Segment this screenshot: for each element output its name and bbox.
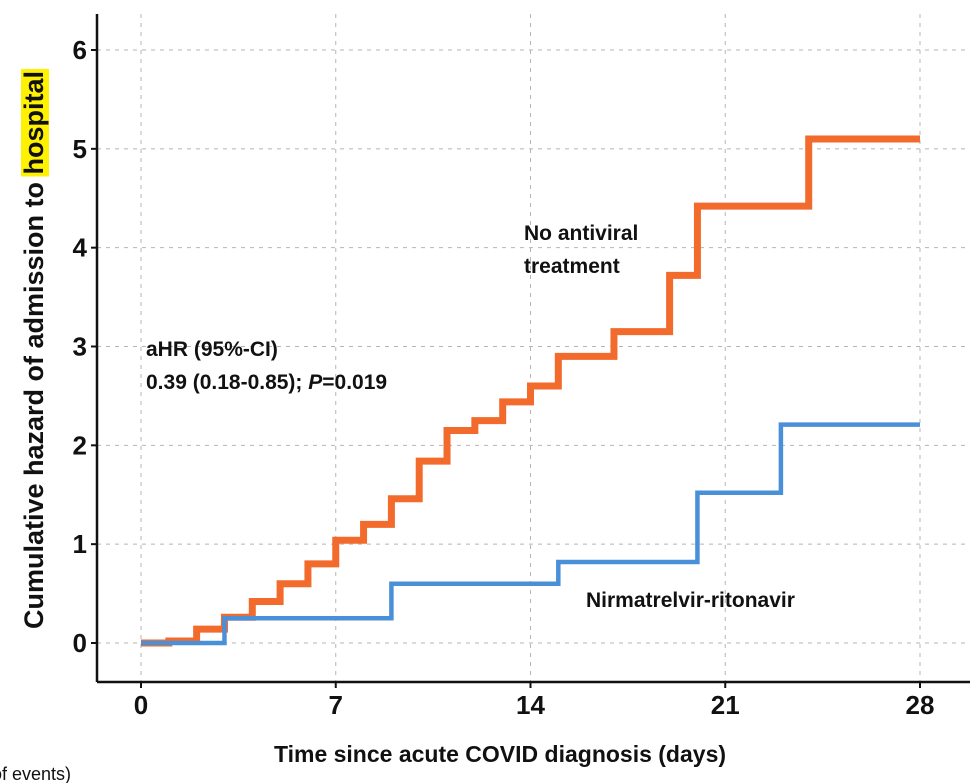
series-label-no-antiviral: No antiviral treatment — [524, 222, 644, 278]
x-tick-label-14: 14 — [516, 690, 545, 720]
hazard-ratio-annotation-line2: 0.39 (0.18-0.85); P=0.019 — [146, 371, 387, 394]
series-label-no-antiviral-line2: treatment — [524, 255, 620, 278]
x-tick-label-7: 7 — [329, 690, 343, 720]
y-tick-label-1: 1 — [73, 529, 87, 559]
y-tick-label-5: 5 — [73, 134, 87, 164]
axes — [91, 14, 970, 688]
hazard-ratio-value: 0.39 (0.18-0.85); — [146, 371, 308, 394]
series-label-no-antiviral-line1: No antiviral — [524, 222, 638, 245]
hazard-ratio-annotation-line1: aHR (95%-CI) — [146, 338, 278, 361]
y-tick-label-2: 2 — [73, 430, 87, 460]
series-label-nirmatrelvir: Nirmatrelvir-ritonavir — [586, 589, 795, 612]
y-axis-title: Cumulative hazard of admission to hospit… — [19, 71, 49, 629]
x-tick-label-21: 21 — [711, 690, 740, 720]
x-tick-label-0: 0 — [134, 690, 148, 720]
series-line-nirmatrelvir-ritonavir — [141, 422, 920, 646]
series-layer — [141, 135, 920, 647]
y-tick-label-4: 4 — [73, 233, 88, 263]
x-axis-title: Time since acute COVID diagnosis (days) — [274, 741, 726, 767]
tick-labels: 0 1 2 3 4 5 6 0 7 14 21 28 — [73, 35, 935, 720]
p-value: =0.019 — [322, 371, 387, 394]
grid — [97, 14, 970, 682]
y-axis-title-highlight-box — [21, 68, 49, 177]
y-axis-title-prefix: Cumulative hazard of admission to — [19, 174, 49, 629]
y-tick-label-6: 6 — [73, 35, 87, 65]
y-axis-title-highlight: hospital — [19, 71, 49, 175]
cropped-caption: of events) — [0, 764, 71, 783]
p-symbol: P — [308, 371, 323, 394]
y-tick-label-0: 0 — [73, 628, 87, 658]
y-tick-label-3: 3 — [73, 332, 87, 362]
x-tick-label-28: 28 — [906, 690, 935, 720]
